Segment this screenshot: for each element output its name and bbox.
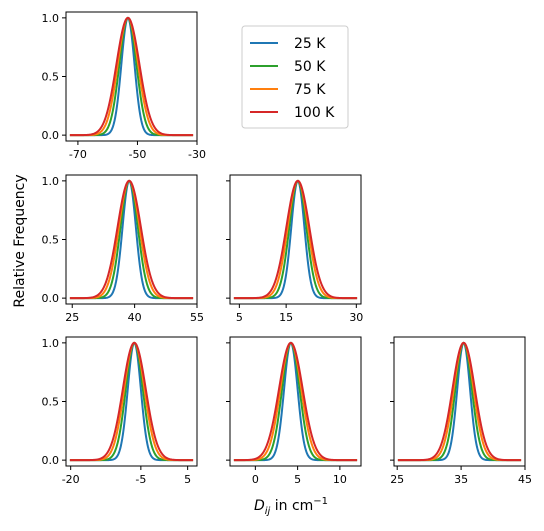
series-line-100k-p20 [69, 341, 194, 462]
x-tick-label-p11-0: 5 [236, 311, 243, 324]
series-line-100k-p22 [397, 341, 522, 462]
legend-label-50k: 50 K [294, 59, 326, 75]
x-tick-label-p00-1: -50 [128, 148, 146, 161]
x-label-symbol: D [254, 498, 265, 514]
x-tick-label-p10-1: 40 [128, 311, 142, 324]
y-tick-label-p00-0: 0.0 [42, 129, 60, 142]
y-tick-label-p00-1: 0.5 [42, 71, 60, 84]
x-tick-label-p22-2: 45 [518, 473, 532, 486]
panels: 0.00.51.0-70 -50 -300.00.51.025 40 55 5 15 300.… [42, 11, 532, 486]
panel-p11: 5 15 30 [226, 174, 363, 324]
x-tick-label-p22-1: 35 [454, 473, 468, 486]
y-tick-label-p10-2: 1.0 [42, 175, 60, 188]
x-tick-label-p10-2: 55 [190, 311, 204, 324]
series-line-100k-p00 [69, 16, 194, 137]
x-tick-label-p11-2: 30 [349, 311, 363, 324]
x-tick-label-p20-2: 5 [184, 473, 191, 486]
x-tick-label-p20-1: -5 [135, 473, 146, 486]
x-tick-label-p21-1: 5 [294, 473, 301, 486]
series-line-100k-p21 [233, 341, 358, 462]
panel-p00: 0.0 0.5 1.0 -70 -50 -30 [42, 11, 206, 161]
y-tick-label-p20-0: 0.0 [42, 454, 60, 467]
panel-p10: 0.0 0.5 1.0 25 40 55 [42, 174, 204, 324]
panel-p20: 0.0 0.5 1.0 -20 -5 5 [42, 336, 198, 486]
x-tick-label-p21-2: 10 [333, 473, 347, 486]
panel-p21: 0 5 10 [226, 336, 362, 486]
x-tick-label-p22-0: 25 [390, 473, 404, 486]
legend-label-75k: 75 K [294, 82, 326, 98]
x-tick-label-p00-2: -30 [188, 148, 206, 161]
x-tick-label-p21-0: 0 [252, 473, 259, 486]
x-axis-label: Dij in cm−1 [254, 496, 328, 517]
legend-label-25k: 25 K [294, 36, 326, 52]
legend: 25 K 50 K 75 K 100 K [241, 25, 349, 129]
y-tick-label-p10-0: 0.0 [42, 292, 60, 305]
x-tick-label-p20-0: -20 [62, 473, 80, 486]
x-label-superscript: −1 [313, 496, 328, 507]
series-line-100k-p10 [69, 179, 194, 300]
x-tick-label-p10-0: 25 [65, 311, 79, 324]
x-tick-label-p11-1: 15 [279, 311, 293, 324]
y-tick-label-p20-1: 0.5 [42, 396, 60, 409]
y-axis-label: Relative Frequency [12, 174, 28, 307]
y-tick-label-p00-2: 1.0 [42, 12, 60, 25]
y-tick-label-p10-1: 0.5 [42, 234, 60, 247]
y-tick-label-p20-2: 1.0 [42, 337, 60, 350]
legend-label-100k: 100 K [294, 105, 335, 121]
legend-frame [241, 25, 349, 129]
x-tick-label-p00-0: -70 [69, 148, 87, 161]
panel-p22: 25 35 45 [390, 336, 532, 486]
series-line-100k-p11 [233, 179, 358, 300]
x-label-unit: in cm [270, 498, 313, 514]
x-label-subscript: ij [265, 506, 271, 517]
